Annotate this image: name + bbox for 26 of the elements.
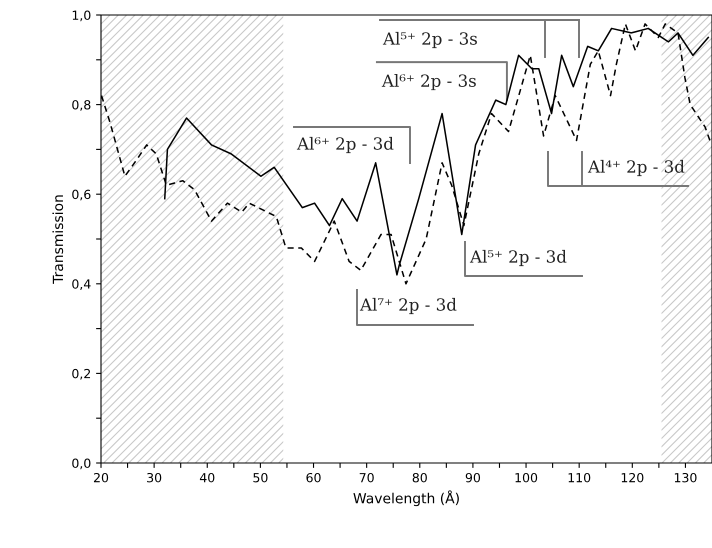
y-tick-label: 1,0 <box>72 10 90 22</box>
y-tick-label: 0,8 <box>72 100 90 111</box>
annotation: Al⁵⁺ 2p - 3s <box>382 32 477 48</box>
x-tick-label: 100 <box>515 472 538 482</box>
y-tick-label: 0,4 <box>72 279 91 290</box>
x-tick-label: 50 <box>253 472 268 482</box>
annotation: Al⁷⁺ 2p - 3d <box>360 298 456 314</box>
annotation: Al⁴⁺ 2p - 3d <box>588 160 684 176</box>
y-axis-title: Transmission <box>52 195 64 284</box>
y-tick-label: 0,2 <box>72 368 90 380</box>
x-tick-label: 110 <box>568 472 590 482</box>
y-tick-label: 0,6 <box>72 190 90 200</box>
x-tick-label: 90 <box>466 472 480 482</box>
annotation: Al⁵⁺ 2p - 3d <box>470 250 566 266</box>
y-tick-label: 0,0 <box>72 458 90 470</box>
x-axis-title: Wavelength (Å) <box>353 490 459 506</box>
annotation: Al⁶⁺ 2p - 3s <box>382 74 476 90</box>
annotation: Al⁶⁺ 2p - 3d <box>296 136 394 154</box>
x-tick-label: 20 <box>94 472 108 482</box>
x-tick-label: 120 <box>622 472 644 482</box>
x-tick-label: 80 <box>412 472 427 482</box>
x-tick-label: 70 <box>360 472 374 482</box>
x-tick-label: 60 <box>306 472 321 482</box>
x-tick-label: 130 <box>674 472 697 482</box>
x-tick-label: 40 <box>200 472 214 482</box>
x-tick-label: 30 <box>147 472 162 482</box>
